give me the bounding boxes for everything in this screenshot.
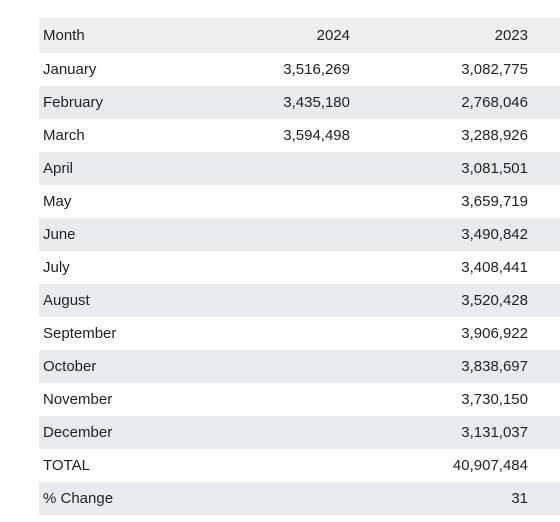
cell-2024 [219,416,350,449]
cell-month: September [43,325,117,342]
cell-month: October [43,358,97,375]
table-row: January 3,516,269 3,082,775 [39,53,560,86]
table-row: December 3,131,037 [39,416,560,449]
cell-2023: 31 [511,490,528,507]
cell-month: June [43,226,76,243]
table-row: June 3,490,842 [39,218,560,251]
cell-2024 [219,185,350,218]
cell-2023: 40,907,484 [452,457,528,474]
cell-2024 [219,251,350,284]
cell-2023: 3,838,697 [461,358,528,375]
table-row: May 3,659,719 [39,185,560,218]
cell-2023: 3,408,441 [461,259,528,276]
cell-month: December [43,424,113,441]
cell-2024 [219,284,350,317]
cell-month: November [43,391,113,408]
cell-2023: 3,520,428 [461,292,528,309]
table-row: July 3,408,441 [39,251,560,284]
cell-2023: 3,730,150 [461,391,528,408]
cell-month: May [43,193,72,210]
cell-month: August [43,292,90,309]
cell-month: April [43,160,74,177]
table-header-row: Month 2024 2023 [39,18,560,53]
cell-month: January [43,61,97,78]
table-row: April 3,081,501 [39,152,560,185]
percent-change-row: % Change 31 [39,482,560,515]
cell-2024 [219,482,350,515]
cell-2024 [219,218,350,251]
table-row: November 3,730,150 [39,383,560,416]
table-row: October 3,838,697 [39,350,560,383]
data-table-container: Month 2024 2023 January 3,516,269 3,082,… [39,18,560,515]
cell-2023: 3,081,501 [461,160,528,177]
cell-2024 [219,383,350,416]
table-row: February 3,435,180 2,768,046 [39,86,560,119]
cell-2023: 3,490,842 [461,226,528,243]
cell-2023: 3,288,926 [461,127,528,144]
cell-2024 [219,449,350,482]
header-month: Month [43,27,85,44]
table-row: August 3,520,428 [39,284,560,317]
cell-month: % Change [43,490,114,507]
cell-month: TOTAL [43,457,90,474]
cell-2024 [219,152,350,185]
cell-2023: 3,906,922 [461,325,528,342]
cell-month: July [43,259,70,276]
monthly-comparison-table: Month 2024 2023 January 3,516,269 3,082,… [39,18,560,515]
cell-2024 [219,317,350,350]
cell-2023: 3,659,719 [461,193,528,210]
table-row: March 3,594,498 3,288,926 [39,119,560,152]
cell-2024: 3,435,180 [283,94,350,111]
cell-month: February [43,94,104,111]
header-2023: 2023 [494,27,528,44]
cell-2024: 3,594,498 [283,127,350,144]
cell-2024 [219,350,350,383]
cell-2023: 3,082,775 [461,61,528,78]
header-2024: 2024 [316,27,350,44]
cell-month: March [43,127,85,144]
cell-2024: 3,516,269 [283,61,350,78]
total-row: TOTAL 40,907,484 [39,449,560,482]
cell-2023: 2,768,046 [461,94,528,111]
cell-2023: 3,131,037 [461,424,528,441]
table-row: September 3,906,922 [39,317,560,350]
